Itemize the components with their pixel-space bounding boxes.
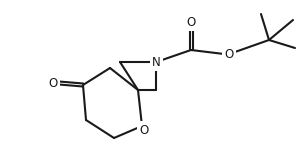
Text: O: O [139, 124, 149, 136]
Text: O: O [224, 47, 234, 60]
Text: O: O [48, 77, 58, 89]
Text: O: O [186, 15, 196, 29]
Text: N: N [152, 55, 161, 69]
